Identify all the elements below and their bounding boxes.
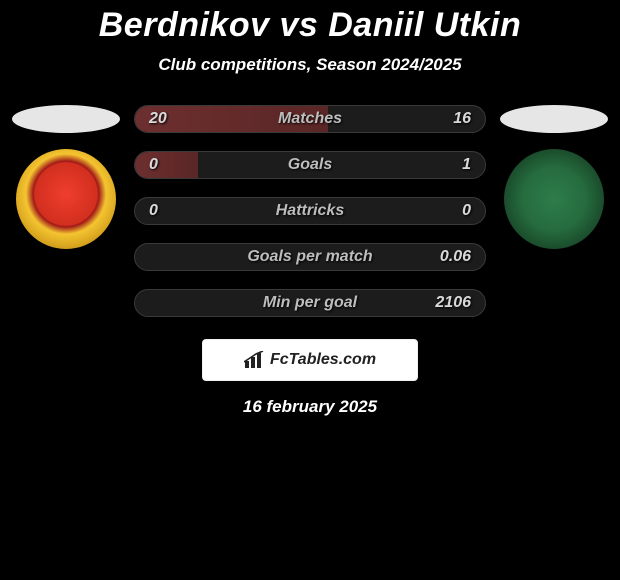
stat-value-right: 0	[462, 202, 471, 220]
bar-chart-icon	[244, 351, 266, 369]
page-subtitle: Club competitions, Season 2024/2025	[0, 55, 620, 75]
stat-row: Goals per match 0.06	[134, 243, 486, 271]
page-title: Berdnikov vs Daniil Utkin	[0, 6, 620, 45]
stat-label: Goals per match	[247, 248, 372, 266]
player-placeholder-left	[12, 105, 120, 133]
footer-date: 16 february 2025	[0, 397, 620, 417]
player-placeholder-right	[500, 105, 608, 133]
stat-label: Hattricks	[276, 202, 344, 220]
stat-fill-left	[135, 152, 198, 178]
attribution-text: FcTables.com	[270, 351, 376, 369]
left-player-col	[6, 105, 126, 249]
stat-row: 0 Hattricks 0	[134, 197, 486, 225]
stat-value-left: 0	[149, 156, 158, 174]
comparison-card: Berdnikov vs Daniil Utkin Club competiti…	[0, 0, 620, 417]
stat-label: Min per goal	[263, 294, 357, 312]
stat-value-right: 16	[453, 110, 471, 128]
stat-value-right: 2106	[435, 294, 471, 312]
right-player-col	[494, 105, 614, 249]
stat-value-right: 0.06	[440, 248, 471, 266]
stat-value-left: 0	[149, 202, 158, 220]
stat-value-right: 1	[462, 156, 471, 174]
club-badge-right	[504, 149, 604, 249]
stat-row: Min per goal 2106	[134, 289, 486, 317]
main-row: 20 Matches 16 0 Goals 1 0 Hattricks 0 Goals per m…	[0, 105, 620, 317]
stat-label: Matches	[278, 110, 342, 128]
stat-label: Goals	[288, 156, 332, 174]
attribution-box[interactable]: FcTables.com	[202, 339, 418, 381]
stat-value-left: 20	[149, 110, 167, 128]
stats-column: 20 Matches 16 0 Goals 1 0 Hattricks 0 Goals per m…	[126, 105, 494, 317]
club-badge-left	[16, 149, 116, 249]
stat-row: 0 Goals 1	[134, 151, 486, 179]
stat-row: 20 Matches 16	[134, 105, 486, 133]
